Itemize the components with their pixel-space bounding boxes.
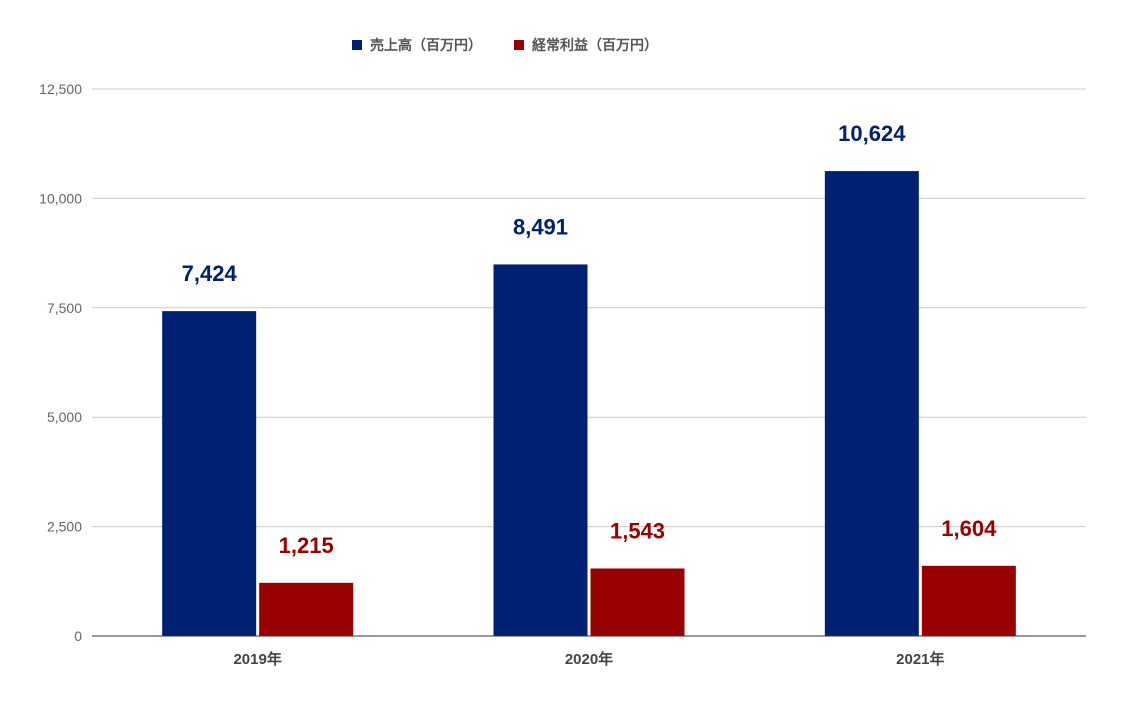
legend-swatch-sales [352, 40, 362, 50]
legend-label-sales: 売上高（百万円） [370, 37, 482, 54]
x-tick-label: 2020年 [565, 650, 613, 668]
bar-ordinary-profit-1 [590, 568, 685, 636]
bar-sales-2 [824, 171, 919, 637]
bar-ordinary-profit-0 [259, 582, 354, 636]
y-tick-label: 0 [74, 628, 82, 644]
x-tick-label: 2021年 [896, 650, 944, 668]
y-tick-label: 5,000 [47, 409, 82, 425]
bar-sales-1 [493, 264, 588, 636]
legend-label-ordinary-profit: 経常利益（百万円） [532, 37, 658, 54]
data-label-sales-1: 8,491 [513, 214, 568, 239]
gridlines [92, 88, 1086, 528]
y-tick-label: 12,500 [39, 81, 82, 97]
x-tick-label: 2019年 [233, 650, 281, 668]
y-tick-label: 7,500 [47, 300, 82, 316]
data-label-sales-0: 7,424 [182, 261, 238, 286]
data-label-sales-2: 10,624 [838, 121, 906, 146]
y-tick-label: 10,000 [39, 190, 82, 206]
y-tick-label: 2,500 [47, 519, 82, 535]
data-label-ordinary-profit-0: 1,215 [279, 533, 334, 558]
legend-swatch-ordinary-profit [514, 40, 524, 50]
bar-ordinary-profit-2 [921, 565, 1016, 636]
bars [92, 171, 1086, 637]
legend: 売上高（百万円） 経常利益（百万円） [352, 37, 658, 54]
data-label-ordinary-profit-2: 1,604 [941, 516, 997, 541]
data-label-ordinary-profit-1: 1,543 [610, 518, 665, 543]
x-axis-ticks: 2019年 2020年 2021年 [233, 650, 944, 668]
bar-sales-0 [162, 311, 257, 636]
data-labels: 7,424 1,215 8,491 1,543 10,624 1,604 [182, 121, 997, 558]
y-axis-ticks: 0 2,500 5,000 7,500 10,000 12,500 [39, 81, 82, 644]
